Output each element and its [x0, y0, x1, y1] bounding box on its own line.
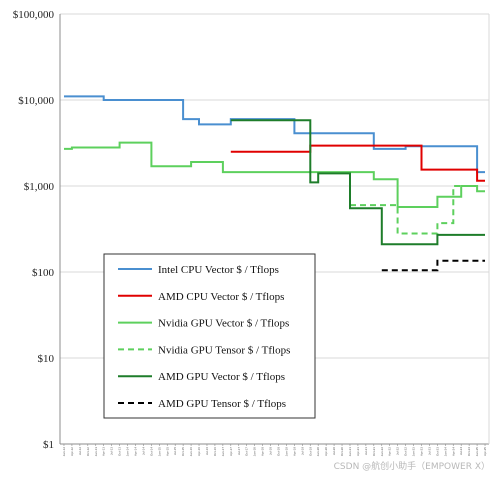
series-lines [64, 95, 485, 272]
x-tick-label: Jul-12 [78, 447, 82, 456]
y-axis-tick-labels: $1 $10 $100 $1,000 $10,000 $100,000 [13, 9, 55, 451]
legend-label: AMD CPU Vector $ / Tflops [158, 291, 284, 303]
x-tick-label: Oct-24 [467, 447, 471, 456]
x-tick-label: Apr-21 [356, 447, 360, 456]
x-tick-label: Jan-21 [348, 447, 352, 457]
x-tick-label: Jan-23 [412, 447, 416, 457]
legend: Intel CPU Vector $ / Tflops AMD CPU Vecto… [103, 253, 316, 419]
x-tick-label: Jan-15 [157, 447, 161, 457]
x-tick-label: Jan-18 [253, 447, 257, 457]
x-tick-label: Jan-20 [316, 447, 320, 457]
legend-label: Nvidia GPU Vector $ / Tflops [158, 318, 289, 330]
x-tick-label: Oct-16 [213, 447, 217, 456]
y-tick-label: $100 [32, 267, 55, 279]
watermark-text: CSDN @航创小助手（EMPOWER X） [334, 460, 490, 472]
x-tick-label: Jul-17 [237, 447, 241, 456]
x-tick-label: Jul-20 [332, 447, 336, 456]
x-tick-label: Oct-20 [340, 447, 344, 456]
x-tick-label: Oct-13 [118, 447, 122, 456]
x-tick-label: Jan-17 [221, 447, 225, 457]
x-tick-label: Jul-23 [427, 447, 431, 456]
x-tick-label: Jan-24 [443, 447, 447, 457]
x-tick-label: Jul-24 [459, 447, 463, 456]
series-line-4 [350, 185, 478, 235]
x-tick-label: Apr-12 [70, 447, 74, 456]
legend-label: AMD GPU Vector $ / Tflops [158, 371, 285, 383]
x-tick-label: Jul-15 [173, 447, 177, 456]
x-tick-label: Oct-18 [276, 447, 280, 456]
legend-label: AMD GPU Tensor $ / Tflops [158, 398, 286, 410]
x-tick-label: Apr-17 [229, 447, 233, 456]
x-tick-label: Jul-22 [396, 447, 400, 456]
series-line-6 [381, 259, 485, 272]
legend-box [103, 253, 316, 419]
x-tick-label: Apr-14 [133, 447, 137, 456]
x-tick-label: Apr-19 [292, 447, 296, 456]
x-tick-label: Jan-12 [62, 447, 66, 457]
x-tick-label: Jul-13 [110, 447, 114, 456]
y-tick-label: $1,000 [24, 181, 55, 193]
x-tick-label: Apr-15 [165, 447, 169, 456]
x-tick-label: Jan-22 [380, 447, 384, 457]
x-tick-label: Oct-23 [435, 447, 439, 456]
x-tick-label: Oct-19 [308, 447, 312, 456]
x-tick-label: Jul-21 [364, 447, 368, 456]
y-tick-label: $100,000 [13, 9, 55, 21]
x-tick-label: Jan-14 [126, 447, 130, 457]
x-tick-label: Jan-13 [94, 447, 98, 457]
x-tick-label: Apr-23 [419, 447, 423, 456]
y-tick-label: $1 [43, 439, 54, 451]
y-tick-label: $10,000 [18, 95, 54, 107]
x-tick-label: Oct-21 [372, 447, 376, 456]
x-tick-label: Jan-19 [284, 447, 288, 457]
x-tick-label: Oct-17 [245, 447, 249, 456]
series-line-5 [230, 119, 485, 246]
axes [59, 14, 490, 445]
x-tick-label: Jan-25 [475, 447, 479, 457]
legend-label: Intel CPU Vector $ / Tflops [158, 264, 279, 276]
x-tick-label: Apr-16 [197, 447, 201, 456]
x-tick-label: Jul-19 [300, 447, 304, 456]
x-tick-label: Apr-18 [261, 447, 265, 456]
x-tick-label: Jul-18 [269, 447, 273, 456]
x-tick-label: Apr-25 [483, 447, 487, 456]
x-tick-label: Jul-16 [205, 447, 209, 456]
x-tick-label: Apr-24 [451, 447, 455, 456]
x-tick-label: Jan-16 [189, 447, 193, 457]
x-axis-tick-labels: Jan-12 Apr-12 Jul-12 Oct-12 Jan-13 Apr-13 Jul-… [62, 444, 487, 456]
x-tick-label: Oct-12 [86, 447, 90, 456]
x-tick-label: Apr-20 [324, 447, 328, 456]
x-tick-label: Oct-15 [181, 447, 185, 456]
x-tick-label: Oct-14 [149, 447, 153, 456]
legend-label: Nvidia GPU Tensor $ / Tflops [158, 344, 290, 356]
series-line-3 [64, 141, 485, 208]
x-tick-label: Apr-22 [388, 447, 392, 456]
x-tick-label: Apr-13 [102, 447, 106, 456]
x-tick-label: Oct-22 [404, 447, 408, 456]
x-tick-label: Jul-14 [141, 447, 145, 456]
y-tick-label: $10 [38, 353, 55, 365]
